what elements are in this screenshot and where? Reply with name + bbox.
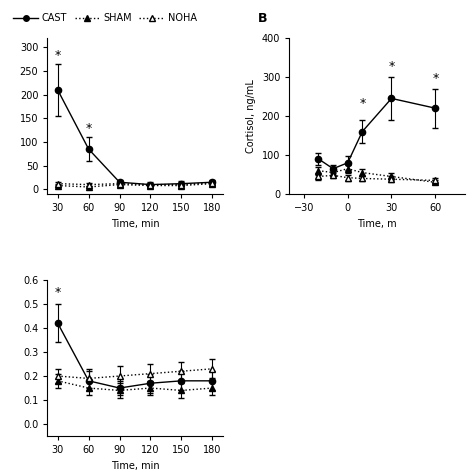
Text: *: * xyxy=(55,48,61,62)
Text: B: B xyxy=(258,12,267,25)
Text: *: * xyxy=(432,72,438,85)
Text: *: * xyxy=(55,286,61,299)
Y-axis label: Cortisol, ng/mL: Cortisol, ng/mL xyxy=(246,79,256,153)
X-axis label: Time, min: Time, min xyxy=(111,461,159,471)
Text: *: * xyxy=(85,122,92,135)
X-axis label: Time, m: Time, m xyxy=(357,219,397,228)
Text: *: * xyxy=(359,97,365,110)
Legend: CAST, SHAM, NOHA: CAST, SHAM, NOHA xyxy=(9,9,201,27)
Text: *: * xyxy=(388,60,395,73)
X-axis label: Time, min: Time, min xyxy=(111,219,159,228)
